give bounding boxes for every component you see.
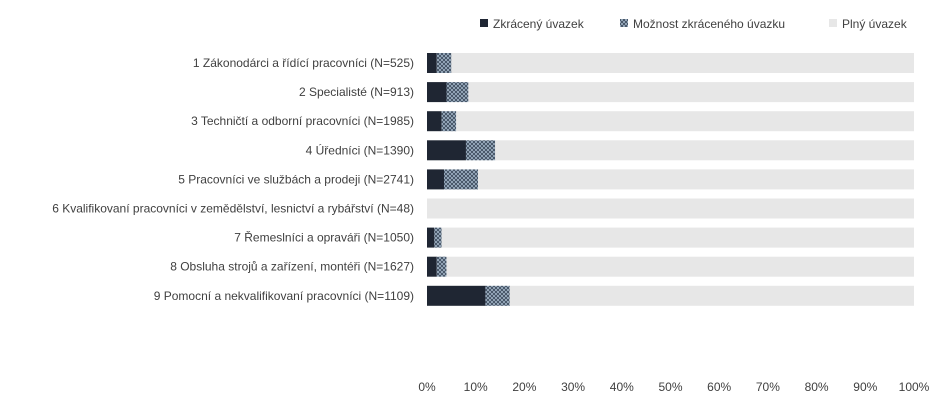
legend-label: Plný úvazek — [842, 17, 908, 31]
category-label: 9 Pomocní a nekvalifikovaní pracovníci (… — [154, 289, 414, 303]
bar-segment-series-2 — [436, 256, 447, 277]
x-tick-label: 30% — [561, 380, 585, 394]
bar-segment-series-2 — [444, 169, 479, 190]
category-labels: 1 Zákonodárci a řídící pracovníci (N=525… — [52, 56, 414, 303]
bar-segment-series-2 — [441, 111, 457, 132]
category-label: 5 Pracovníci ve službách a prodeji (N=27… — [178, 172, 414, 186]
category-label: 2 Specialisté (N=913) — [299, 85, 414, 99]
bar-segment-series-2 — [485, 285, 510, 306]
category-label: 6 Kvalifikovaní pracovníci v zemědělství… — [52, 202, 414, 216]
bar-segment-series-2 — [465, 140, 496, 161]
x-tick-label: 0% — [418, 380, 436, 394]
bar-segment-series-3 — [446, 256, 914, 277]
x-tick-label: 10% — [464, 380, 488, 394]
bar-segment-series-3 — [451, 53, 914, 73]
category-label: 7 Řemeslníci a opraváři (N=1050) — [234, 230, 414, 245]
x-tick-label: 90% — [853, 380, 877, 394]
chart-legend: Zkrácený úvazek Možnost zkráceného úvazku… — [480, 17, 908, 31]
category-label: 3 Techničtí a odborní pracovníci (N=1985… — [191, 114, 414, 128]
x-tick-label: 100% — [899, 380, 930, 394]
x-tick-label: 50% — [658, 380, 682, 394]
bar-segment-series-3 — [509, 285, 914, 306]
x-axis-ticks: 0% 10% 20% 30% 40% 50% 60% 70% 80% 90% 100% — [418, 380, 929, 394]
bar-segment-series-3 — [441, 227, 914, 248]
bar-segment-series-2 — [434, 227, 442, 248]
bar-segment-series-1 — [427, 169, 445, 190]
legend-label: Zkrácený úvazek — [493, 17, 585, 31]
bar-segment-series-1 — [427, 140, 466, 161]
legend-swatch — [829, 19, 837, 27]
legend-swatch — [620, 19, 628, 27]
bar-segment-series-3 — [456, 111, 914, 132]
bar-segment-series-1 — [427, 285, 486, 306]
category-label: 1 Zákonodárci a řídící pracovníci (N=525… — [193, 56, 414, 70]
category-label: 8 Obsluha strojů a zařízení, montéři (N=… — [170, 260, 414, 274]
bar-segment-series-3 — [468, 82, 914, 103]
x-tick-label: 80% — [805, 380, 829, 394]
bar-segment-series-1 — [427, 53, 437, 73]
x-tick-label: 70% — [756, 380, 780, 394]
category-label: 4 Úředníci (N=1390) — [306, 142, 414, 157]
bar-segment-series-3 — [495, 140, 914, 161]
bar-segment-series-2 — [446, 82, 469, 103]
x-tick-label: 20% — [512, 380, 536, 394]
legend-label: Možnost zkráceného úvazku — [633, 17, 785, 31]
bar-segment-series-3 — [427, 198, 914, 219]
bar-segment-series-1 — [427, 256, 437, 277]
bar-segment-series-1 — [427, 227, 435, 248]
bar-segment-series-1 — [427, 111, 442, 132]
bar-segment-series-2 — [436, 53, 452, 73]
x-tick-label: 40% — [610, 380, 634, 394]
x-tick-label: 60% — [707, 380, 731, 394]
legend-swatch — [480, 19, 488, 27]
bars-area — [427, 53, 914, 306]
bar-segment-series-3 — [478, 169, 914, 190]
bar-segment-series-1 — [427, 82, 447, 103]
